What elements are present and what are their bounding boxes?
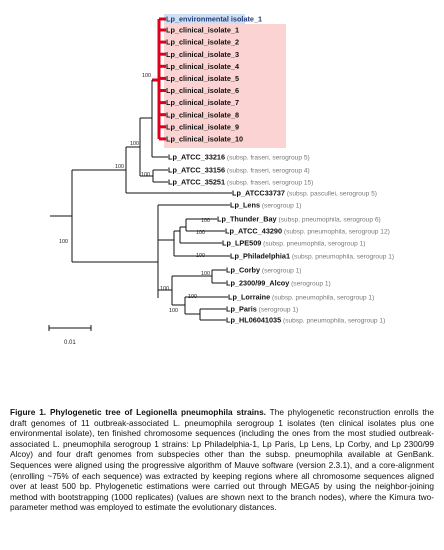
leaf-label: Lp_clinical_isolate_2 [166, 38, 239, 47]
bootstrap-value: 100 [141, 172, 150, 178]
tree-branches [50, 17, 232, 321]
leaf-label: Lp_Philadelphia1 (subsp. pneumophila, se… [230, 252, 394, 261]
caption-title: Figure 1. Phylogenetic tree of Legionell… [10, 407, 266, 417]
bootstrap-value: 100 [160, 286, 169, 292]
bootstrap-value: 100 [142, 73, 151, 79]
leaf-label: Lp_clinical_isolate_4 [166, 62, 240, 71]
leaf-label: Lp_clinical_isolate_9 [166, 122, 239, 131]
leaf-label: Lp_HL06041035 (subsp. pneumophila, serog… [226, 316, 385, 325]
leaf-label: Lp_ATCC_33216 (subsp. fraseri, serogroup… [168, 153, 310, 162]
bootstrap-value: 100 [130, 141, 139, 147]
leaf-label: Lp_Lens (serogroup 1) [230, 201, 301, 210]
bootstrap-value: 100 [115, 164, 124, 170]
leaf-label: Lp_clinical_isolate_7 [166, 98, 239, 107]
leaf-label: Lp_clinical_isolate_1 [166, 26, 239, 35]
leaf-label: Lp_ATCC_35251 (subsp. fraseri, serogroup… [168, 178, 313, 187]
leaf-label: Lp_clinical_isolate_3 [166, 50, 239, 59]
bootstrap-value: 100 [196, 253, 205, 259]
clinical-isolates-highlight [164, 24, 286, 148]
leaf-label: Lp_clinical_isolate_5 [166, 74, 239, 83]
leaf-label: Lp_environmental isolate_1 [166, 15, 262, 24]
leaf-label: Lp_ATCC_43290 (subsp. pneumophila, serog… [225, 227, 390, 236]
leaf-label: Lp_LPE509 (subsp. pneumophila, serogroup… [222, 239, 365, 248]
phylogenetic-tree: Lp_environmental isolate_1 Lp_clinical_is… [48, 14, 394, 346]
leaf-label: Lp_ATCC_33156 (subsp. fraseri, serogroup… [168, 166, 310, 175]
bootstrap-value: 100 [201, 271, 210, 277]
bootstrap-value: 100 [188, 294, 197, 300]
scale-bar-label: 0.01 [64, 340, 76, 346]
bootstrap-value: 100 [196, 230, 205, 236]
bootstrap-value: 100 [201, 218, 210, 224]
leaf-label: Lp_clinical_isolate_10 [166, 135, 243, 144]
scale-bar: 0.01 [48, 325, 92, 346]
bootstrap-values: 100 100 100 100 100 100 100 100 100 100 100 100 [59, 73, 210, 314]
leaf-label: Lp_Thunder_Bay (subsp. pneumophila, sero… [217, 215, 381, 224]
leaf-label: Lp_clinical_isolate_8 [166, 110, 239, 119]
leaf-label: Lp_ATCC33737 (subsp. pascullei, serogrou… [232, 189, 377, 198]
bootstrap-value: 100 [59, 239, 68, 245]
leaf-labels: Lp_environmental isolate_1 Lp_clinical_is… [166, 15, 394, 325]
leaf-label: Lp_clinical_isolate_6 [166, 86, 239, 95]
caption-text: The phylogenetic reconstruction enrolls … [10, 407, 434, 513]
leaf-label: Lp_2300/99_Alcoy (serogroup 1) [226, 279, 331, 288]
bootstrap-value: 100 [169, 308, 178, 314]
leaf-label: Lp_Lorraine (subsp. pneumophila, serogro… [228, 293, 374, 302]
environmental-isolate-highlight [164, 14, 245, 24]
leaf-label: Lp_Corby (serogroup 1) [226, 266, 301, 275]
figure-caption: Figure 1. Phylogenetic tree of Legionell… [10, 407, 434, 513]
leaf-label: Lp_Paris (serogroup 1) [226, 305, 298, 314]
